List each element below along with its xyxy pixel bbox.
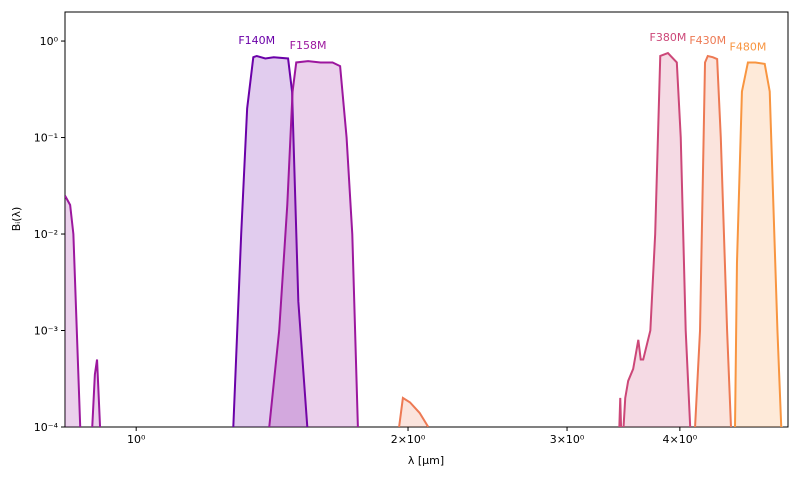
series-label: F140M [238,34,275,47]
x-tick-label: 4×10⁰ [663,433,698,446]
series-line [268,60,359,427]
series-label: F430M [689,34,726,47]
series-fill [399,397,429,427]
y-tick-label: 10⁰ [40,35,59,48]
x-tick-label: 2×10⁰ [391,433,426,446]
series-fill [735,62,788,427]
series-line [694,54,732,427]
y-tick-label: 10⁻¹ [34,132,58,145]
series-line [232,54,309,427]
series-label: F480M [730,40,767,53]
series-fill [695,55,731,427]
x-tick-label: 10⁰ [127,433,146,446]
plot-area [65,51,788,427]
x-tick-label: 3×10⁰ [550,433,585,446]
y-tick-label: 10⁻⁴ [34,421,59,434]
y-axis-label: Bᵢ(λ) [10,207,23,232]
series-line [65,195,82,427]
series-fill [92,359,101,427]
y-tick-label: 10⁻³ [34,325,58,338]
series-line [91,359,102,427]
series-fill [65,195,81,427]
series-fill [269,61,358,427]
series-label: F158M [290,39,327,52]
series-line [618,51,692,427]
series-label: F380M [650,31,687,44]
series-fill [233,55,308,427]
y-tick-label: 10⁻² [34,228,58,241]
plot-frame [64,11,789,428]
x-axis-label: λ [μm] [408,454,444,467]
series-line [398,396,430,427]
series-line [734,61,784,427]
